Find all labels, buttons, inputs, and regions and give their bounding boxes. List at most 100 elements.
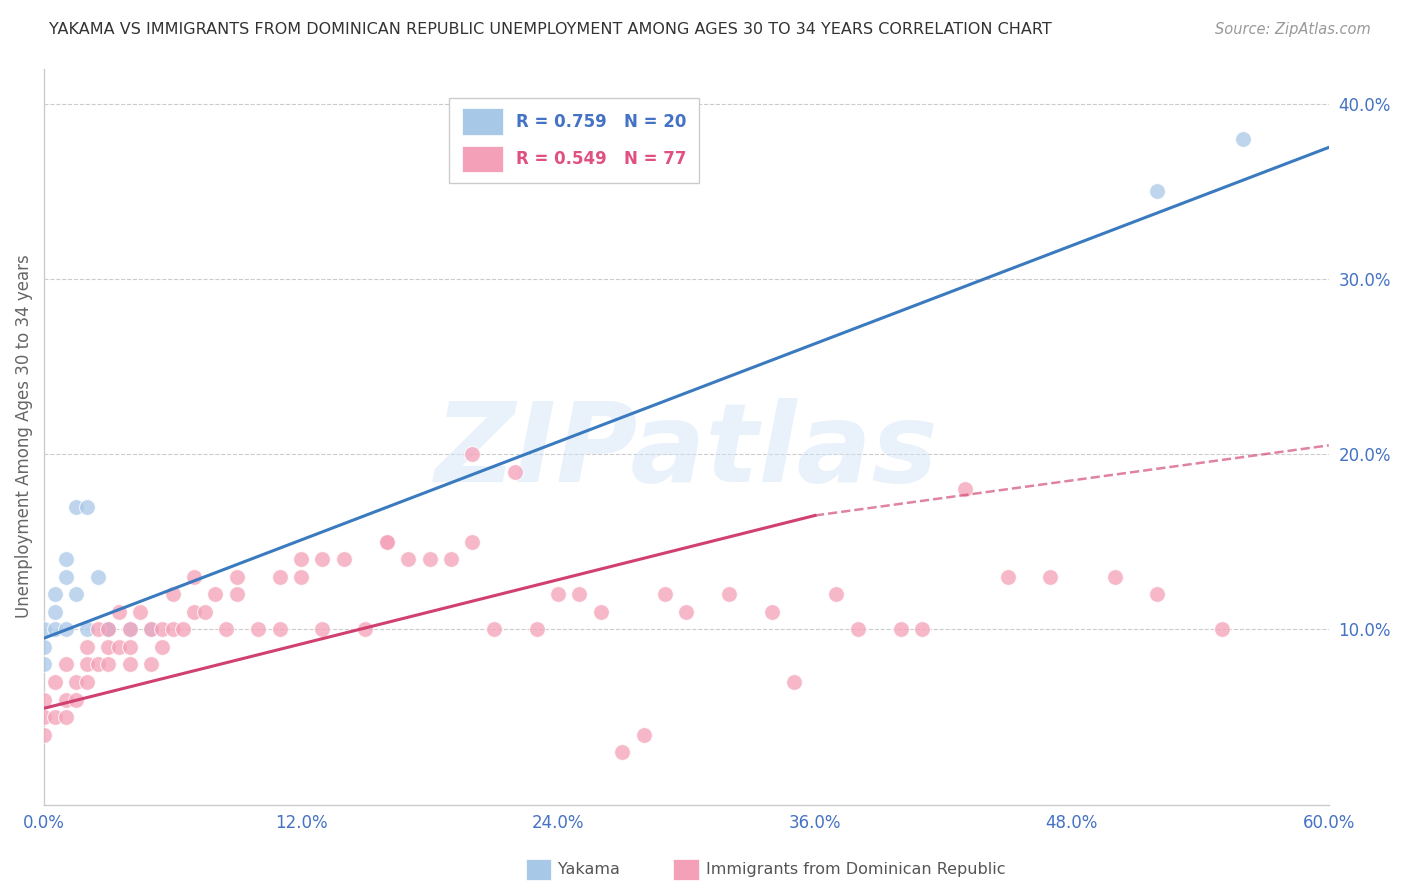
Point <box>194 605 217 619</box>
Text: Immigrants from Dominican Republic: Immigrants from Dominican Republic <box>706 863 1005 877</box>
Point <box>129 605 152 619</box>
Point <box>761 605 783 619</box>
FancyBboxPatch shape <box>461 109 503 135</box>
Point <box>825 587 848 601</box>
FancyBboxPatch shape <box>461 145 503 172</box>
Point <box>568 587 591 601</box>
Text: Yakama: Yakama <box>558 863 620 877</box>
Point <box>1146 184 1168 198</box>
Point <box>76 657 98 672</box>
Point <box>97 640 120 654</box>
Point <box>108 605 131 619</box>
Point <box>118 623 141 637</box>
Point <box>97 623 120 637</box>
Point <box>86 570 108 584</box>
Point <box>461 447 484 461</box>
Point <box>675 605 697 619</box>
Point <box>97 657 120 672</box>
Point <box>44 605 66 619</box>
Point <box>65 692 87 706</box>
Y-axis label: Unemployment Among Ages 30 to 34 years: Unemployment Among Ages 30 to 34 years <box>15 255 32 618</box>
Point <box>311 552 333 566</box>
Point <box>589 605 612 619</box>
Point <box>215 623 238 637</box>
Point <box>911 623 934 637</box>
Point <box>150 640 173 654</box>
Point <box>32 692 55 706</box>
Point <box>76 640 98 654</box>
Point <box>65 675 87 690</box>
Point <box>55 657 77 672</box>
Point <box>1146 587 1168 601</box>
Point <box>172 623 194 637</box>
Text: R = 0.759   N = 20: R = 0.759 N = 20 <box>516 112 686 130</box>
Point <box>269 623 291 637</box>
Point <box>375 534 398 549</box>
Point <box>1039 570 1062 584</box>
Point <box>997 570 1019 584</box>
Point <box>290 570 312 584</box>
Point <box>183 605 205 619</box>
Point <box>1104 570 1126 584</box>
Point <box>183 570 205 584</box>
Point <box>44 623 66 637</box>
Point <box>1211 623 1233 637</box>
Point <box>418 552 440 566</box>
Point <box>44 587 66 601</box>
Point <box>375 534 398 549</box>
Point <box>76 500 98 514</box>
Point <box>44 675 66 690</box>
Point <box>354 623 377 637</box>
Text: ZIPatlas: ZIPatlas <box>434 398 938 505</box>
Point <box>32 710 55 724</box>
Point <box>333 552 356 566</box>
Point <box>55 623 77 637</box>
Point <box>141 623 163 637</box>
Point <box>118 657 141 672</box>
Point <box>440 552 463 566</box>
Point <box>76 623 98 637</box>
Point <box>846 623 869 637</box>
Point <box>44 710 66 724</box>
Point <box>782 675 804 690</box>
Point <box>65 500 87 514</box>
Point <box>225 570 247 584</box>
Point <box>76 675 98 690</box>
Point <box>311 623 333 637</box>
Point <box>32 728 55 742</box>
Point <box>108 640 131 654</box>
Point <box>396 552 419 566</box>
Point <box>269 570 291 584</box>
Point <box>65 587 87 601</box>
Point <box>55 552 77 566</box>
Text: Source: ZipAtlas.com: Source: ZipAtlas.com <box>1215 22 1371 37</box>
Point <box>633 728 655 742</box>
Point <box>162 623 184 637</box>
Point <box>55 570 77 584</box>
Text: YAKAMA VS IMMIGRANTS FROM DOMINICAN REPUBLIC UNEMPLOYMENT AMONG AGES 30 TO 34 YE: YAKAMA VS IMMIGRANTS FROM DOMINICAN REPU… <box>49 22 1052 37</box>
Point <box>118 640 141 654</box>
Point <box>141 657 163 672</box>
Point <box>32 623 55 637</box>
Point <box>86 623 108 637</box>
Point <box>547 587 569 601</box>
Point <box>526 623 548 637</box>
Point <box>953 482 976 496</box>
Point <box>718 587 741 601</box>
Text: R = 0.549   N = 77: R = 0.549 N = 77 <box>516 150 686 168</box>
Point <box>482 623 505 637</box>
Point <box>118 623 141 637</box>
Point <box>461 534 484 549</box>
Point <box>204 587 226 601</box>
Point <box>97 623 120 637</box>
Point <box>225 587 247 601</box>
Point <box>97 623 120 637</box>
Point <box>141 623 163 637</box>
Point <box>150 623 173 637</box>
Point <box>247 623 270 637</box>
Point <box>890 623 912 637</box>
Point <box>503 465 526 479</box>
Point <box>290 552 312 566</box>
FancyBboxPatch shape <box>449 98 699 183</box>
Point <box>1232 131 1254 145</box>
